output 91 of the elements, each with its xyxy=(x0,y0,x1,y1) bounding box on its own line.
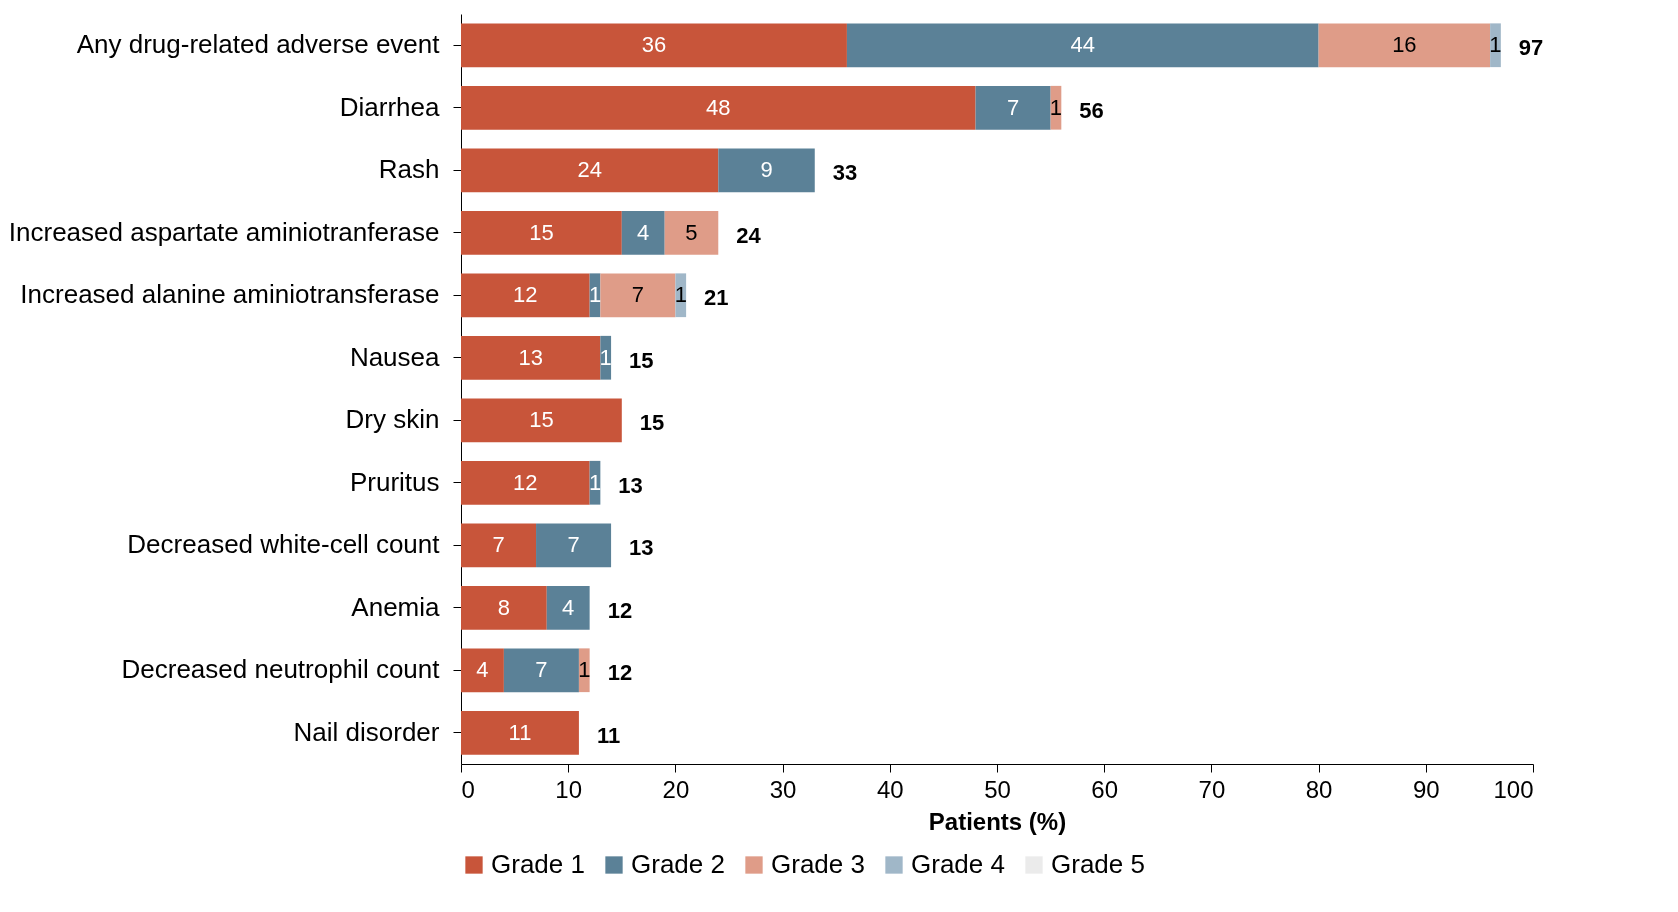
bar xyxy=(600,273,676,318)
y-tick-label: Increased aspartate aminiotranferase xyxy=(8,216,440,247)
data-label: 11 xyxy=(508,719,532,745)
y-tick-label: Dry skin xyxy=(345,404,440,435)
legend-label: Grade 5 xyxy=(1051,849,1145,879)
x-tick-label: 50 xyxy=(984,775,1011,803)
total-label: 15 xyxy=(639,410,665,436)
x-axis-title: Patients (%) xyxy=(928,807,1067,835)
bar xyxy=(1318,23,1491,68)
bar xyxy=(461,273,590,318)
bar xyxy=(600,335,612,380)
total-label: 15 xyxy=(629,347,654,373)
bar xyxy=(461,523,537,568)
data-label: 9 xyxy=(760,157,773,183)
x-tick-label: 10 xyxy=(555,775,583,803)
data-label: 13 xyxy=(518,344,543,370)
data-label: 15 xyxy=(529,407,554,433)
bar xyxy=(503,648,579,693)
bar xyxy=(461,585,547,630)
legend-label: Grade 3 xyxy=(771,849,865,879)
data-label: 36 xyxy=(641,32,667,58)
bar xyxy=(664,210,719,255)
data-label: 15 xyxy=(529,219,554,245)
legend-label: Grade 2 xyxy=(631,849,725,879)
y-tick-label: Nail disorder xyxy=(293,716,440,747)
total-label: 13 xyxy=(629,535,654,561)
y-tick-label: Increased alanine aminiotransferase xyxy=(20,279,440,310)
bar xyxy=(536,523,612,568)
bar xyxy=(461,648,504,693)
x-tick-label: 30 xyxy=(769,775,797,803)
legend-label: Grade 1 xyxy=(491,849,585,879)
bar xyxy=(461,148,719,193)
data-label: 1 xyxy=(578,657,591,683)
data-label: 1 xyxy=(674,282,687,308)
total-label: 24 xyxy=(736,222,762,248)
y-tick-label: Nausea xyxy=(349,341,441,372)
bar xyxy=(846,23,1319,68)
total-label: 11 xyxy=(596,722,621,748)
bar xyxy=(975,85,1051,130)
x-tick-label: 100 xyxy=(1493,775,1534,803)
x-tick-label: 40 xyxy=(876,775,904,803)
x-tick-label: 20 xyxy=(662,775,690,803)
data-label: 1 xyxy=(599,344,612,370)
data-label: 1 xyxy=(1489,32,1502,58)
y-tick-label: Pruritus xyxy=(349,466,440,497)
total-label: 12 xyxy=(607,660,633,686)
total-label: 97 xyxy=(1518,35,1544,61)
total-label: 13 xyxy=(618,472,643,498)
data-label: 7 xyxy=(1006,94,1020,120)
total-label: 33 xyxy=(832,160,858,186)
data-label: 4 xyxy=(637,219,650,245)
data-label: 4 xyxy=(476,657,489,683)
y-tick-label: Decreased white-cell count xyxy=(127,529,441,560)
data-label: 7 xyxy=(535,657,548,683)
data-label: 16 xyxy=(1392,32,1417,58)
data-label: 7 xyxy=(631,282,645,308)
data-label: 5 xyxy=(685,219,698,245)
data-label: 48 xyxy=(706,94,731,120)
bar xyxy=(461,398,622,443)
x-tick-label: 90 xyxy=(1412,775,1440,803)
y-tick-label: Decreased neutrophil count xyxy=(121,654,441,685)
data-label: 44 xyxy=(1070,32,1095,58)
data-label: 24 xyxy=(577,157,602,183)
bar xyxy=(461,460,590,505)
bar xyxy=(461,210,622,255)
data-label: 8 xyxy=(497,594,511,620)
x-tick-label: 60 xyxy=(1091,775,1119,803)
bar xyxy=(546,585,590,630)
total-label: 21 xyxy=(704,285,729,311)
y-tick-label: Rash xyxy=(378,154,440,185)
y-tick-label: Diarrhea xyxy=(339,91,441,122)
total-label: 56 xyxy=(1079,97,1104,123)
x-tick-label: 0 xyxy=(461,775,475,803)
data-label: 7 xyxy=(492,532,505,558)
bar xyxy=(461,23,847,68)
bar xyxy=(461,335,601,380)
total-label: 12 xyxy=(607,597,633,623)
bar xyxy=(621,210,665,255)
data-label: 12 xyxy=(513,469,538,495)
x-tick-label: 80 xyxy=(1305,775,1333,803)
data-label: 1 xyxy=(1049,94,1063,120)
x-tick-label: 70 xyxy=(1198,775,1226,803)
data-label: 7 xyxy=(567,532,580,558)
bar xyxy=(461,710,579,755)
y-tick-label: Anemia xyxy=(351,591,441,622)
y-tick-label: Any drug-related adverse event xyxy=(76,29,441,60)
data-label: 4 xyxy=(562,594,575,620)
legend-label: Grade 4 xyxy=(911,849,1005,879)
bar xyxy=(461,85,976,130)
data-label: 12 xyxy=(513,282,538,308)
bar xyxy=(718,148,815,193)
